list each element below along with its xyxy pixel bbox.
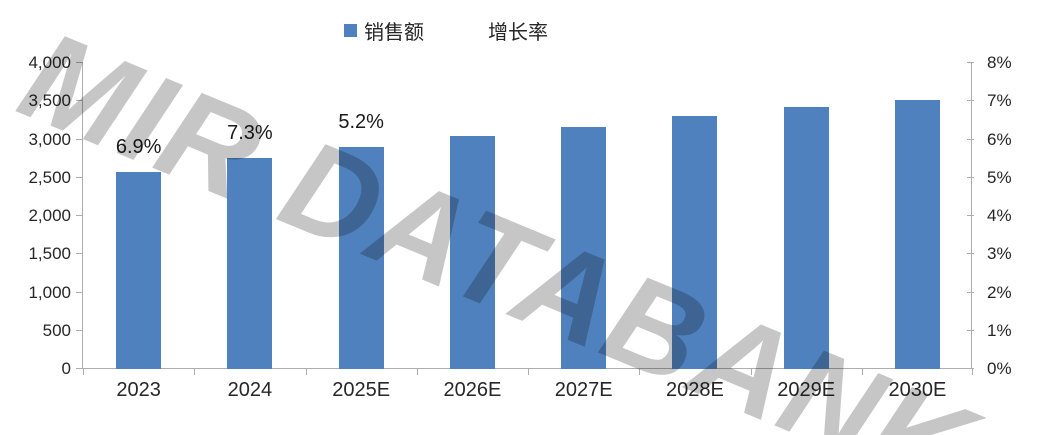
bar-2023 xyxy=(116,172,162,369)
x-axis-label-2030E: 2030E xyxy=(888,379,947,401)
left-axis-tick xyxy=(76,291,83,293)
x-axis-tick xyxy=(861,369,863,375)
x-axis-label-2029E: 2029E xyxy=(777,379,836,401)
left-axis-tick xyxy=(76,100,83,102)
x-axis-tick xyxy=(83,369,84,375)
legend-square-marker-sales xyxy=(344,24,357,37)
x-axis-label-2027E: 2027E xyxy=(554,379,613,401)
left-axis-label: 4,000 xyxy=(28,53,71,72)
right-axis-tick xyxy=(967,329,974,331)
bar-2026E xyxy=(449,136,495,369)
bar-2025E xyxy=(338,147,384,369)
x-axis-label-2025E: 2025E xyxy=(332,379,391,401)
right-axis-label: 5% xyxy=(987,167,1012,187)
left-axis-tick xyxy=(76,329,83,331)
x-axis-tick xyxy=(639,369,641,375)
left-axis-tick xyxy=(76,176,83,178)
x-axis-tick xyxy=(305,369,307,375)
left-axis-tick xyxy=(76,62,83,63)
legend-label-growth: 增长率 xyxy=(488,22,548,44)
left-axis-label: 500 xyxy=(42,320,71,340)
left-axis-tick xyxy=(76,253,83,255)
left-axis-label: 1,000 xyxy=(28,282,71,302)
legend-label-sales: 销售额 xyxy=(364,22,424,44)
x-axis-tick xyxy=(528,369,529,375)
bar-2028E xyxy=(672,116,718,369)
left-axis-label: 0 xyxy=(61,359,71,378)
right-axis-tick xyxy=(967,215,974,216)
right-axis-tick xyxy=(967,138,974,140)
left-axis-label: 1,500 xyxy=(28,244,71,264)
x-axis-tick xyxy=(194,369,196,375)
x-axis-label-2024: 2024 xyxy=(227,379,273,401)
right-axis-tick xyxy=(967,100,974,102)
bar-2029E xyxy=(783,106,829,369)
right-axis-tick xyxy=(967,368,974,369)
left-axis-tick xyxy=(76,138,83,140)
x-axis-label-2026E: 2026E xyxy=(443,379,502,401)
right-axis-label: 4% xyxy=(987,206,1012,225)
left-axis-label: 3,500 xyxy=(28,91,71,111)
x-axis-tick xyxy=(972,369,973,375)
x-axis-label-2023: 2023 xyxy=(116,379,161,401)
right-axis-label: 1% xyxy=(987,320,1012,340)
right-axis-label: 6% xyxy=(987,129,1012,149)
left-axis-label: 3,000 xyxy=(28,129,71,149)
growth-label-2024: 7.3% xyxy=(227,121,273,144)
left-axis-tick xyxy=(76,215,83,216)
left-axis-label: 2,500 xyxy=(28,167,71,187)
growth-label-2025E: 5.2% xyxy=(338,111,384,134)
legend-item-sales: 销售额 xyxy=(344,16,424,45)
right-axis-tick xyxy=(967,253,974,255)
right-axis-label: 7% xyxy=(987,91,1012,111)
legend: 销售额 增长率 xyxy=(344,16,548,45)
plot-area: 0 0% 500 1% 1,000 2% 1,500 3% 2,000 4% 2,500 5% 3,00… xyxy=(28,54,1011,402)
bar-2030E xyxy=(894,99,940,369)
right-axis-tick xyxy=(967,62,974,63)
bar-2027E xyxy=(561,126,607,369)
legend-item-growth: 增长率 xyxy=(488,16,548,45)
right-axis-tick xyxy=(967,291,974,293)
right-axis-label: 2% xyxy=(987,282,1012,302)
right-axis-label: 8% xyxy=(987,53,1012,72)
left-axis-label: 2,000 xyxy=(28,206,71,225)
x-axis-tick xyxy=(416,369,418,375)
left-axis-tick xyxy=(76,368,83,369)
x-axis-tick xyxy=(750,369,752,375)
right-axis-label: 0% xyxy=(987,359,1012,378)
right-axis-label: 3% xyxy=(987,244,1012,264)
bar-2024 xyxy=(227,157,273,369)
x-axis-label-2028E: 2028E xyxy=(665,379,724,401)
growth-label-2023: 6.9% xyxy=(115,136,162,159)
right-axis-tick xyxy=(967,176,974,178)
